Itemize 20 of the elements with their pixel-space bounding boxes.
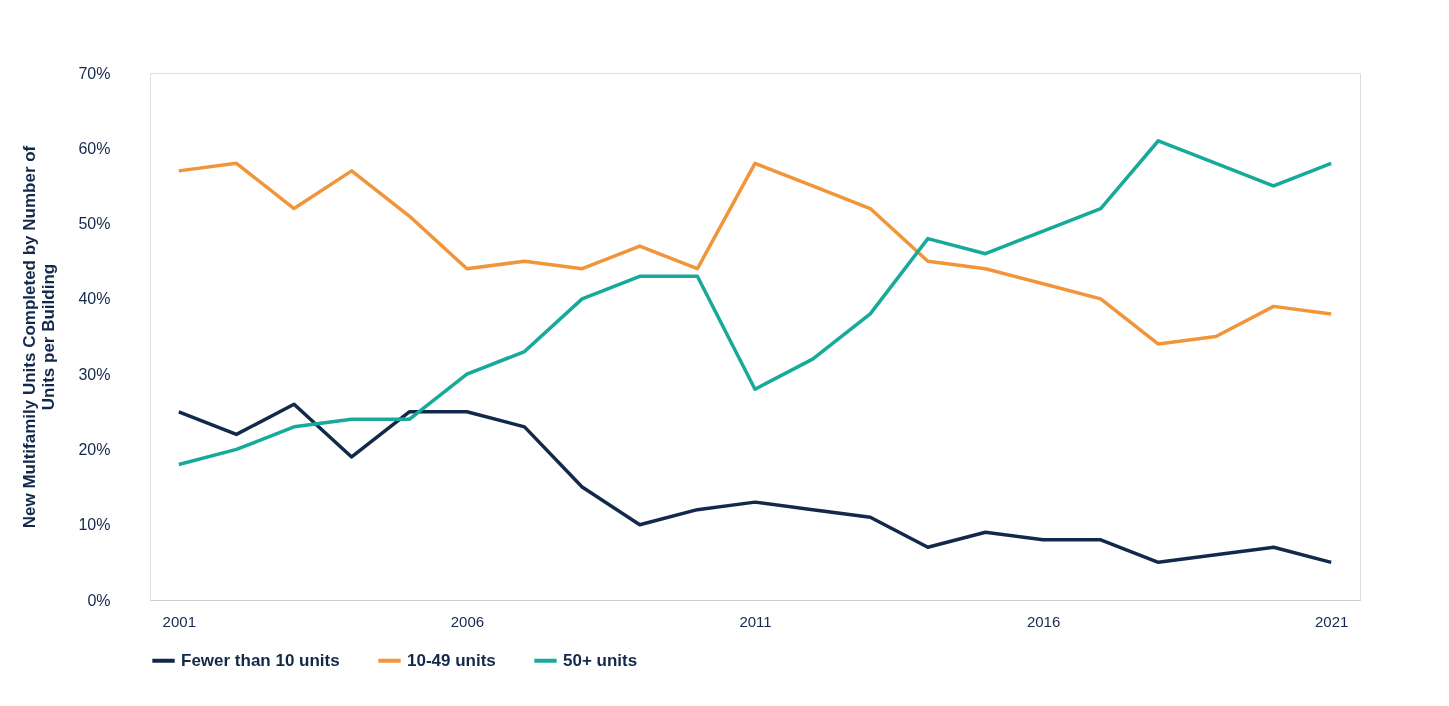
legend-label: 50+ units xyxy=(563,650,638,670)
legend-label: Fewer than 10 units xyxy=(181,650,340,670)
y-tick-label: 20% xyxy=(78,440,111,458)
legend-label: 10-49 units xyxy=(407,650,496,670)
y-tick-label: 0% xyxy=(87,591,111,609)
x-tick-label: 2006 xyxy=(450,612,485,630)
x-tick-label: 2016 xyxy=(1026,612,1061,630)
line-series xyxy=(177,161,1333,346)
x-tick-label: 2011 xyxy=(739,612,772,630)
y-tick-label: 40% xyxy=(78,290,111,308)
x-tick-label: 2001 xyxy=(162,612,196,630)
y-axis-title: New Multifamily Units Completed by Number of Units per Building xyxy=(20,145,59,529)
y-tick-label: 70% xyxy=(78,64,111,82)
x-tick-label: 2021 xyxy=(1315,612,1349,630)
line-series xyxy=(177,139,1333,467)
y-tick-label: 10% xyxy=(78,516,111,534)
y-tick-label: 60% xyxy=(78,139,111,157)
line-series xyxy=(177,402,1333,565)
y-tick-label: 30% xyxy=(78,365,111,383)
y-tick-label: 50% xyxy=(78,215,111,233)
